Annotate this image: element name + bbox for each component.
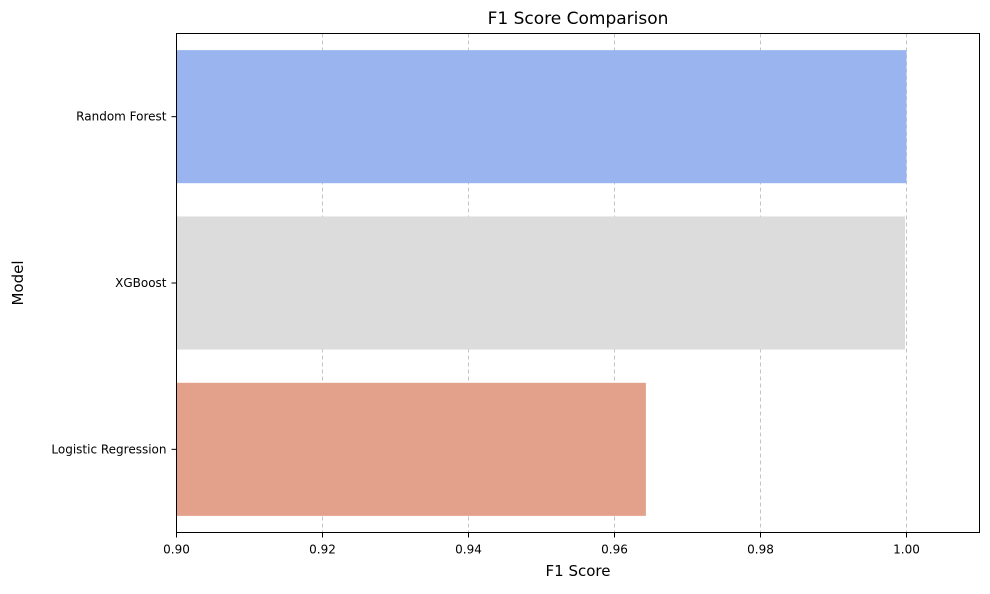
x-tick-label: 0.90 <box>163 543 190 557</box>
x-tick-label: 0.92 <box>309 543 336 557</box>
y-tick-label: Logistic Regression <box>51 442 166 456</box>
x-tick-label: 0.94 <box>455 543 482 557</box>
y-axis-label: Model <box>9 260 27 305</box>
bar <box>176 382 646 516</box>
x-tick-label: 0.98 <box>747 543 774 557</box>
x-axis-label: F1 Score <box>546 562 611 580</box>
bar <box>176 216 906 350</box>
x-axis-ticks: 0.90 0.92 0.94 0.96 0.98 1.00 <box>163 532 920 557</box>
y-axis-ticks: Random Forest XGBoost Logistic Regression <box>51 110 177 456</box>
x-tick-label: 1.00 <box>893 543 920 557</box>
bar <box>176 50 907 184</box>
y-tick-label: XGBoost <box>115 276 167 290</box>
chart-title: F1 Score Comparison <box>488 9 669 29</box>
y-tick-label: Random Forest <box>76 110 167 124</box>
x-tick-label: 0.96 <box>601 543 628 557</box>
bars <box>176 50 907 516</box>
